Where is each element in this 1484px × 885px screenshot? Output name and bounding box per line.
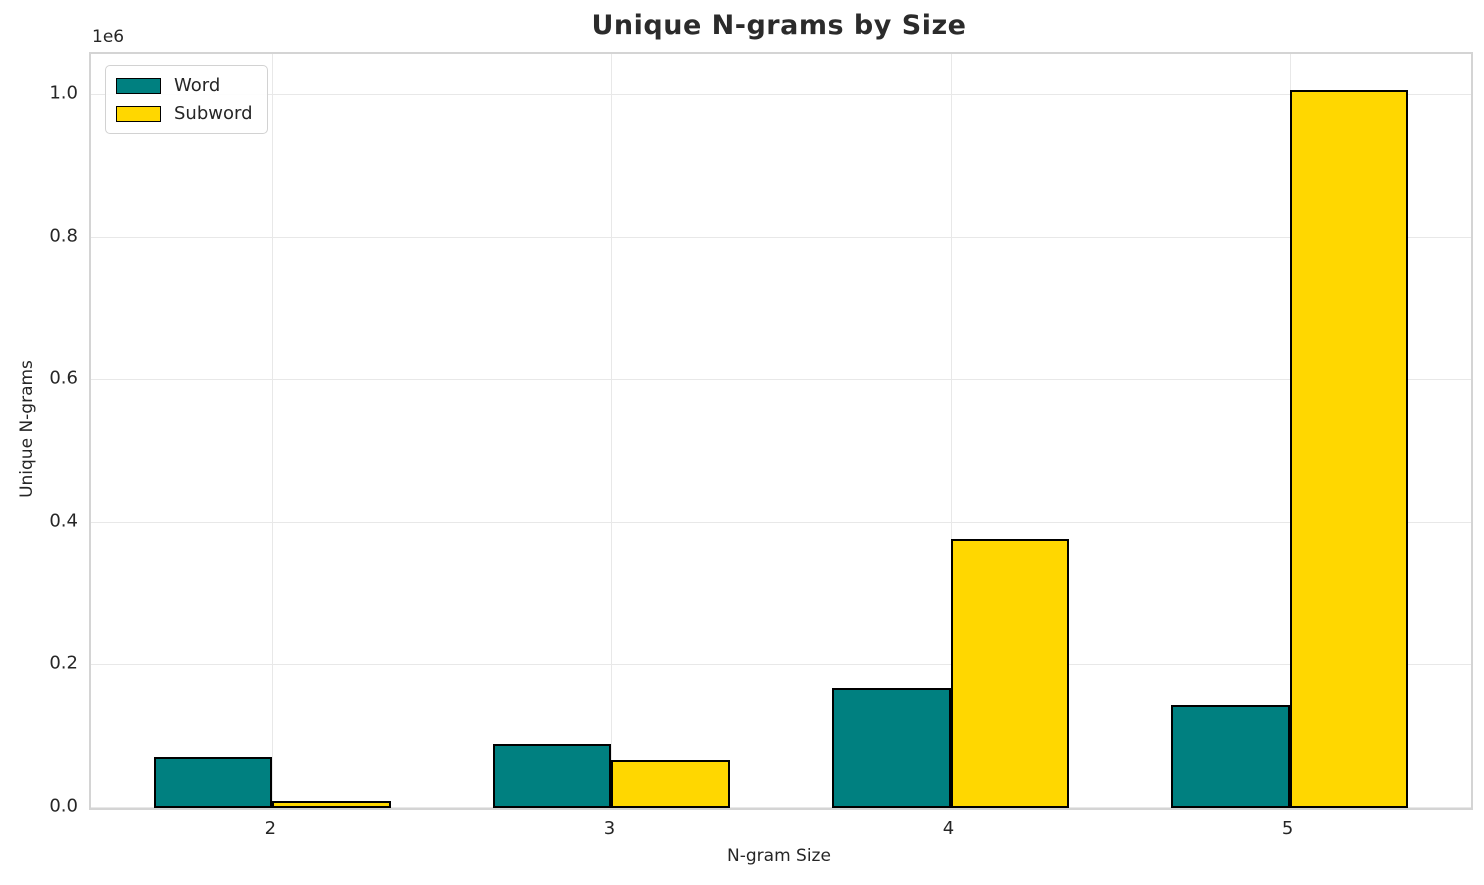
- y-axis-offset-text: 1e6: [92, 27, 125, 47]
- legend: Word Subword: [105, 65, 268, 134]
- h-gridline: [91, 664, 1471, 666]
- bar-word-5: [1170, 705, 1290, 808]
- chart-title: Unique N-grams by Size: [591, 10, 967, 41]
- v-gridline: [272, 54, 274, 808]
- plot-area: Word Subword: [89, 52, 1473, 810]
- v-gridline: [611, 54, 613, 808]
- bar-subword-5: [1289, 90, 1409, 808]
- x-tick-label: 5: [1281, 818, 1294, 839]
- x-tick-label: 2: [264, 818, 277, 839]
- legend-item-word: Word: [116, 75, 253, 96]
- v-gridline: [950, 54, 952, 808]
- legend-label-subword: Subword: [174, 103, 253, 124]
- h-gridline: [91, 94, 1471, 96]
- subword-swatch-icon: [116, 105, 161, 122]
- legend-item-subword: Subword: [116, 103, 253, 124]
- bar-subword-3: [611, 760, 731, 808]
- legend-label-word: Word: [174, 75, 221, 96]
- y-tick-label: 0.8: [49, 225, 78, 247]
- x-tick-label: 3: [603, 818, 616, 839]
- bar-word-2: [153, 757, 273, 808]
- bar-word-4: [831, 688, 951, 808]
- y-tick-label: 0.2: [49, 652, 78, 674]
- bar-subword-2: [272, 801, 392, 808]
- bar-subword-4: [950, 539, 1070, 808]
- y-tick-label: 0.0: [49, 795, 78, 817]
- y-tick-label: 0.4: [49, 510, 78, 532]
- y-tick-label: 1.0: [49, 82, 78, 104]
- y-tick-label: 0.6: [49, 367, 78, 389]
- x-axis-label: N-gram Size: [727, 846, 831, 866]
- h-gridline: [91, 236, 1471, 238]
- x-tick-label: 4: [942, 818, 955, 839]
- bar-word-3: [492, 744, 612, 808]
- h-gridline: [91, 521, 1471, 523]
- y-axis-label: Unique N-grams: [17, 360, 37, 498]
- h-gridline: [91, 379, 1471, 381]
- h-gridline: [91, 807, 1471, 808]
- word-swatch-icon: [116, 77, 161, 94]
